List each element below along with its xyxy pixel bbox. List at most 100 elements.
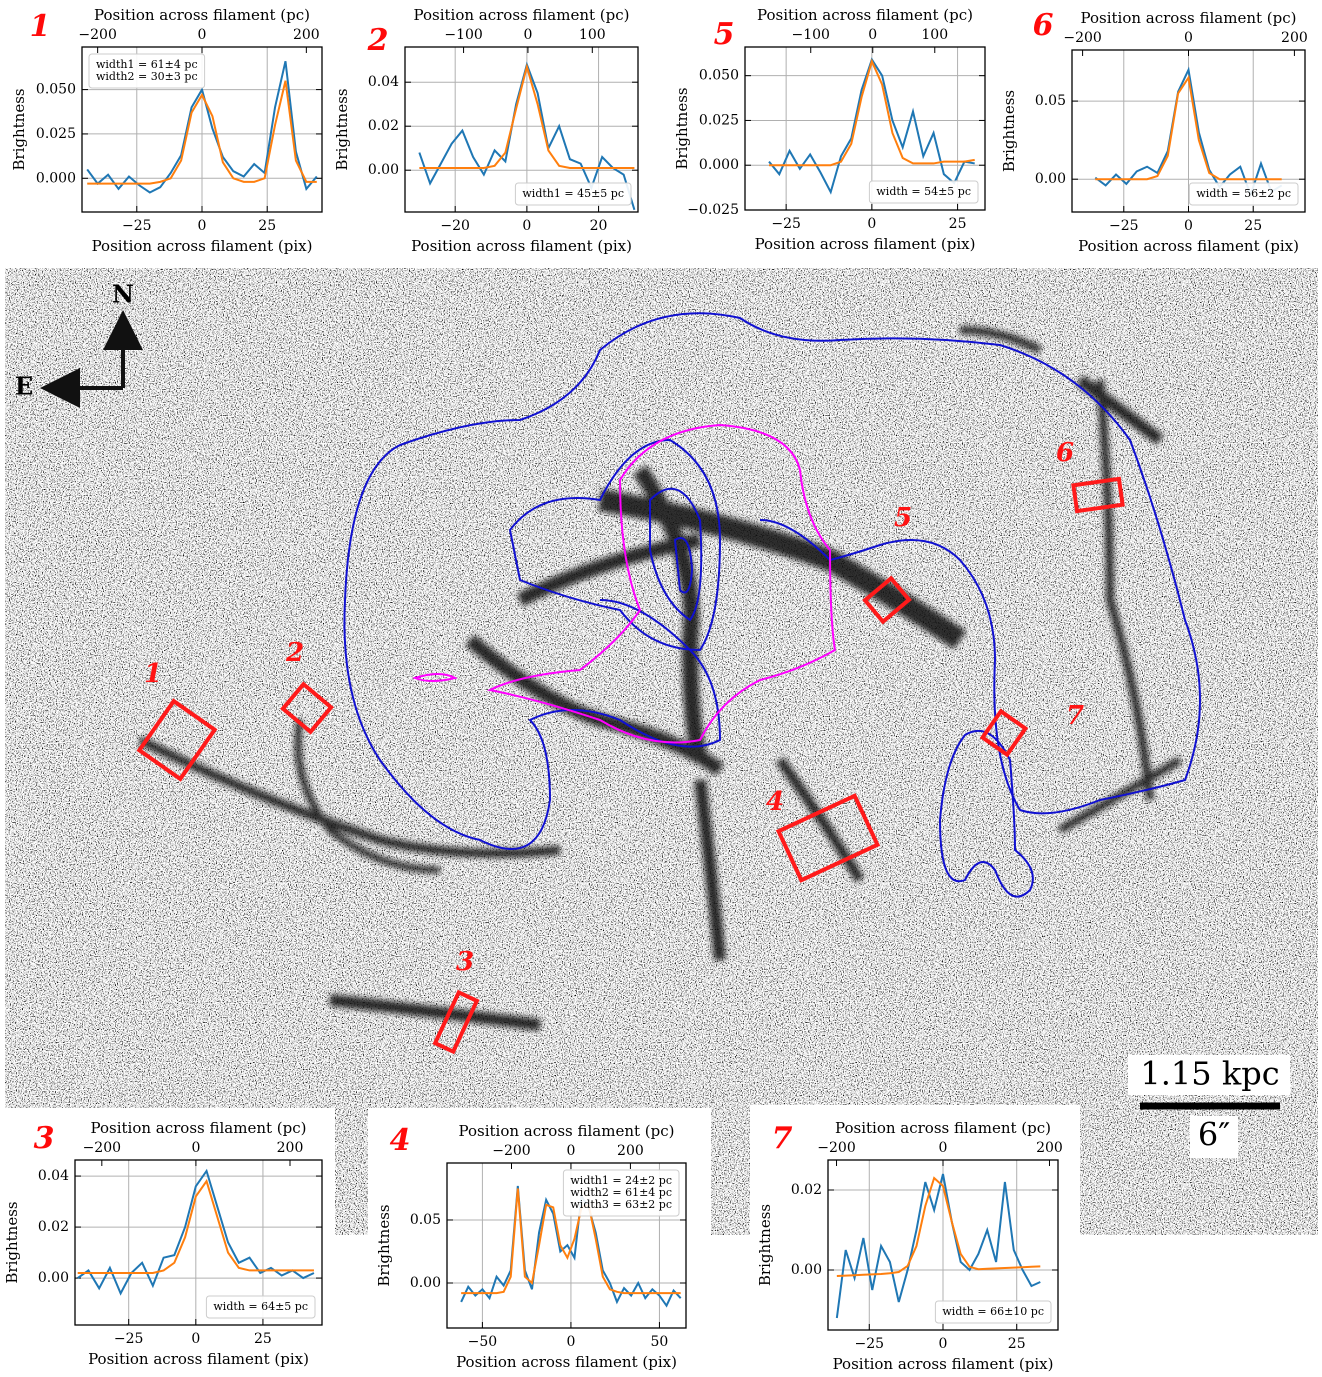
y-tick-label: 0.00	[1035, 171, 1066, 187]
region-label: 2	[285, 638, 304, 668]
axes-frame	[81, 46, 323, 213]
x2-tick-label: 0	[523, 27, 532, 43]
x2-axis-label: Position across filament (pc)	[94, 6, 310, 24]
east-label: E	[15, 372, 33, 401]
x-tick-label: 25	[1008, 1336, 1026, 1352]
y-axis-label: Brightness	[1000, 90, 1018, 172]
panel-label: 5	[714, 17, 735, 52]
annotation-box	[514, 182, 632, 206]
x-tick-label: 0	[1184, 218, 1193, 234]
x-axis-label: Position across filament (pix)	[833, 1355, 1054, 1373]
x2-tick-label: 100	[579, 27, 606, 43]
y-tick-label: 0.04	[368, 74, 399, 90]
region-label: 5	[894, 503, 912, 533]
x-axis-label: Position across filament (pix)	[411, 237, 632, 255]
x-tick-label: 25	[949, 216, 967, 232]
x2-tick-label: −200	[817, 1140, 855, 1156]
axes-frame	[404, 46, 639, 213]
annotation: width = 56±2 pc	[1188, 182, 1299, 206]
series-line	[1095, 74, 1282, 181]
annotation: width = 54±5 pc	[868, 180, 979, 204]
annotation-box	[562, 1169, 680, 1217]
annotation-text: width = 64±5 pc	[213, 1300, 308, 1313]
series-line	[835, 1173, 1041, 1319]
y-tick-label: 0.02	[38, 1219, 69, 1235]
x-axis-label: Position across filament (pix)	[456, 1353, 677, 1371]
region-label: 7	[1066, 701, 1084, 731]
x2-tick-label: 100	[921, 27, 948, 43]
y-axis-label: Brightness	[375, 1204, 393, 1286]
profile-panel: −25 0 25 0.00 0.02 0.04 −200 0 200 Position acros…	[3, 1119, 323, 1368]
profile-panel: −25 0 25 0.00 0.05 −200 0 200 Position across fi…	[1000, 8, 1308, 255]
y-tick-label: 0.05	[410, 1212, 441, 1228]
y-tick-label: 0.04	[38, 1168, 69, 1184]
x-tick-label: 20	[590, 218, 608, 234]
axes-frame	[446, 1162, 687, 1329]
series-line	[419, 62, 635, 169]
series-line	[86, 60, 318, 194]
region-label: 4	[766, 787, 784, 817]
series-line	[836, 1176, 1041, 1277]
y-tick-label: −0.025	[687, 202, 739, 218]
annotation-text: width2 = 61±4 pc	[570, 1186, 672, 1199]
region-labels: 1 2 3 4 5 6 7	[144, 438, 1084, 977]
x-tick-label: −20	[440, 218, 470, 234]
x2-tick-label: 200	[617, 1143, 644, 1159]
x-axis-label: Position across filament (pix)	[755, 235, 976, 253]
y-tick-label: 0.000	[699, 157, 739, 173]
x2-tick-label: 0	[566, 1143, 575, 1159]
x-tick-label: −25	[771, 216, 801, 232]
profile-panel: −25 0 25 0.00 0.02 −200 0 200 Position across fi…	[756, 1119, 1063, 1373]
annotation-box	[934, 1300, 1052, 1324]
x-tick-label: 25	[258, 218, 276, 234]
annotation-text: width = 66±10 pc	[942, 1305, 1044, 1318]
y-tick-label: 0.02	[368, 118, 399, 134]
y-tick-label: 0.025	[36, 126, 76, 142]
y-axis-label: Brightness	[756, 1204, 774, 1286]
x2-tick-label: 0	[198, 27, 207, 43]
axes-frame	[74, 1159, 323, 1326]
x-axis-label: Position across filament (pix)	[88, 1350, 309, 1368]
x-tick-label: 0	[191, 1331, 200, 1347]
annotation-box	[205, 1295, 316, 1319]
profile-panel: −25 0 25 0.000 0.025 0.050 −200 0 200 Position ac…	[10, 6, 323, 255]
x2-axis-label: Position across filament (pc)	[413, 6, 629, 24]
scale-physical: 1.15 kpc	[1140, 1055, 1279, 1093]
panel-label: 2	[367, 23, 389, 58]
x2-tick-label: 0	[1184, 30, 1193, 46]
annotation-text: width3 = 63±2 pc	[570, 1198, 672, 1211]
x-tick-label: 0	[522, 218, 531, 234]
panel-label: 7	[772, 1121, 793, 1156]
x2-tick-label: 0	[939, 1140, 948, 1156]
scale-angular: 6″	[1198, 1116, 1230, 1154]
annotation-box	[868, 180, 979, 204]
x2-tick-label: 0	[191, 1140, 200, 1156]
x-tick-label: 25	[254, 1331, 272, 1347]
panel-label: 3	[34, 1121, 55, 1156]
contours	[343, 312, 1201, 898]
annotation-text: width = 54±5 pc	[876, 185, 971, 198]
y-axis-label: Brightness	[673, 87, 691, 169]
axes-frame	[827, 1159, 1059, 1331]
annotation-box	[88, 53, 206, 89]
x-tick-label: −25	[855, 1336, 885, 1352]
x2-axis-label: Position across filament (pc)	[458, 1122, 674, 1140]
annotation-text: width = 56±2 pc	[1196, 187, 1291, 200]
x2-tick-label: −100	[792, 27, 830, 43]
x-tick-label: 0	[198, 218, 207, 234]
x-tick-label: 50	[651, 1334, 669, 1350]
filaments	[137, 326, 1183, 1031]
x-tick-label: −25	[114, 1331, 144, 1347]
profile-panel: −50 0 50 0.00 0.05 −200 0 200 Position across fi…	[375, 1122, 687, 1371]
x2-axis-label: Position across filament (pc)	[835, 1119, 1051, 1137]
regions	[136, 476, 1125, 1055]
panel-label: 4	[390, 1123, 411, 1158]
x2-axis-label: Position across filament (pc)	[90, 1119, 306, 1137]
annotation-text: width1 = 61±4 pc	[96, 58, 198, 71]
region-label: 1	[144, 659, 162, 689]
axes-frame	[744, 46, 986, 211]
